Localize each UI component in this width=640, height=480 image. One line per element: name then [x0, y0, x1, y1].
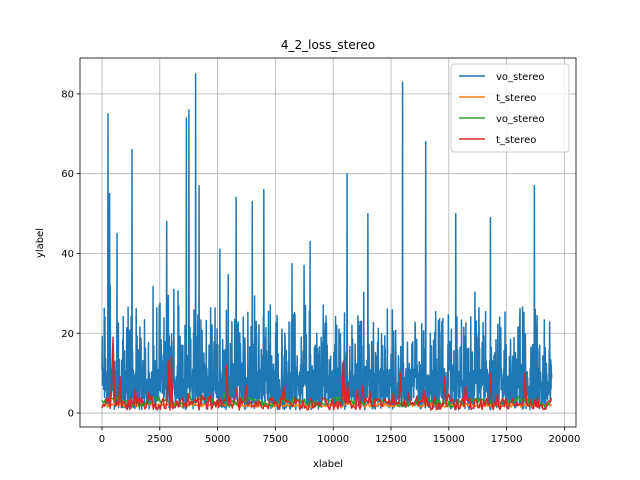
x-tick-label: 2500: [147, 434, 172, 445]
legend-label: vo_stereo: [496, 114, 544, 125]
series-layer: [101, 73, 553, 411]
axes-frame: [79, 57, 577, 428]
x-tick-label: 7500: [263, 434, 288, 445]
legend-label: t_stereo: [496, 93, 536, 104]
x-tick-label: 20000: [549, 434, 581, 445]
y-tick-label: 80: [61, 89, 74, 100]
chart-title: 4_2_loss_stereo: [281, 38, 375, 52]
x-tick-label: 12500: [375, 434, 407, 445]
y-tick-label: 40: [61, 249, 74, 260]
legend-label: t_stereo: [496, 135, 536, 146]
x-tick-label: 15000: [433, 434, 465, 445]
legend: vo_stereo t_stereo vo_stereo t_stereo: [450, 63, 570, 153]
series-line-1: [101, 73, 553, 411]
y-tick-label: 60: [61, 169, 74, 180]
y-axis: 0 20 40 60 80: [61, 89, 80, 420]
y-tick-label: 20: [61, 329, 74, 340]
y-axis-label: ylabel: [35, 228, 46, 258]
x-tick-label: 10000: [317, 434, 349, 445]
x-tick-label: 0: [99, 434, 105, 445]
x-tick-label: 5000: [205, 434, 230, 445]
y-tick-label: 0: [68, 409, 74, 420]
legend-label: vo_stereo: [496, 72, 544, 83]
x-tick-label: 17500: [491, 434, 523, 445]
legend-box: [450, 63, 570, 153]
x-axis: 0 2500 5000 7500 10000 12500 15000 17500 20000: [99, 427, 581, 445]
series-line-4: [101, 336, 553, 411]
x-axis-label: xlabel: [313, 459, 343, 470]
